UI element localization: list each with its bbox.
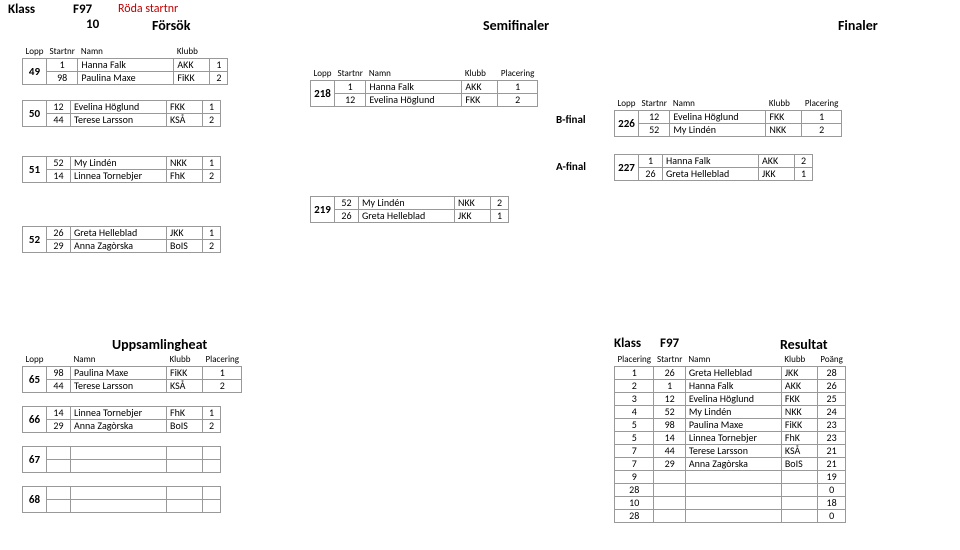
klass-code: F97	[73, 2, 92, 17]
table-row: 280	[615, 483, 846, 496]
col-startnr: Startnr	[47, 46, 78, 59]
table-row: 1018	[615, 496, 846, 509]
lopp-num: 49	[23, 59, 47, 85]
col-placering: Placering	[615, 354, 654, 366]
heat-52: 52 26 Greta Helleblad JKK 1 29 Anna Zagò…	[22, 226, 221, 253]
col-namn: Namn	[366, 68, 462, 81]
startnr-10: 10	[86, 17, 99, 32]
result-title: Resultat	[780, 336, 828, 353]
lopp-num: 227	[615, 155, 639, 181]
uppsamling-68: 68	[22, 486, 221, 513]
table-row: 21Hanna FalkAKK26	[615, 379, 846, 392]
table-row: 312Evelina HöglundFKK25	[615, 392, 846, 405]
result-table: Placering Startnr Namn Klubb Poäng 126Gr…	[614, 354, 846, 523]
lopp-num: 68	[23, 487, 47, 513]
semifinaler-title: Semifinaler	[483, 17, 549, 34]
semi-219: 219 52 My Lindén NKK 2 26 Greta Hellebla…	[310, 196, 509, 223]
result-klass-code: F97	[660, 336, 679, 351]
col-placering: Placering	[802, 98, 841, 111]
uppsamling-65: Lopp Namn Klubb Placering 65 98 Paulina …	[22, 354, 242, 393]
table-row: 280	[615, 509, 846, 522]
afinal-label: A-final	[556, 160, 586, 173]
result-klass-label: Klass	[614, 336, 641, 351]
col-namn: Namn	[670, 98, 766, 111]
table-row: 452My LindénNKK24	[615, 405, 846, 418]
bfinal-label: B-final	[556, 113, 586, 126]
roda-startnr: Röda startnr	[118, 2, 178, 16]
lopp-num: 218	[311, 81, 335, 107]
semi-218: Lopp Startnr Namn Klubb Placering 218 1 …	[310, 68, 538, 107]
col-lopp: Lopp	[23, 46, 47, 59]
lopp-num: 219	[311, 197, 335, 223]
col-startnr: Startnr	[335, 68, 366, 81]
table-row: 729Anna ZagòrskaBoIS21	[615, 457, 846, 470]
heat-50: 50 12 Evelina Höglund FKK 1 44 Terese La…	[22, 100, 221, 127]
klass-label: Klass	[8, 2, 35, 17]
col-klubb: Klubb	[462, 68, 498, 81]
lopp-num: 67	[23, 447, 47, 473]
col-namn: Namn	[71, 354, 167, 367]
col-namn: Namn	[78, 46, 174, 59]
final-226: Lopp Startnr Namn Klubb Placering 226 12…	[614, 98, 842, 137]
lopp-num: 51	[23, 157, 47, 183]
table-row: 514Linnea TornebjerFhK23	[615, 431, 846, 444]
final-227: 227 1 Hanna Falk AKK 2 26 Greta Hellebla…	[614, 154, 813, 181]
lopp-num: 66	[23, 407, 47, 433]
col-klubb: Klubb	[167, 354, 203, 367]
lopp-num: 226	[615, 111, 639, 137]
uppsamling-66: 66 14 Linnea Tornebjer FhK 1 29 Anna Zag…	[22, 406, 221, 433]
table-row: 598Paulina MaxeFiKK23	[615, 418, 846, 431]
col-placering: Placering	[498, 68, 537, 81]
uppsamling-title: Uppsamlingheat	[112, 336, 207, 353]
col-lopp: Lopp	[311, 68, 335, 81]
finaler-title: Finaler	[838, 17, 878, 34]
col-poang: Poäng	[817, 354, 846, 366]
col-placering: Placering	[203, 354, 242, 367]
col-namn: Namn	[685, 354, 781, 366]
col-lopp: Lopp	[23, 354, 47, 367]
heat-51: 51 52 My Lindén NKK 1 14 Linnea Tornebje…	[22, 156, 221, 183]
table-row: 126Greta HellebladJKK28	[615, 366, 846, 379]
uppsamling-67: 67	[22, 446, 221, 473]
heat-49: Lopp Startnr Namn Klubb 49 1 Hanna Falk …	[22, 46, 228, 85]
col-klubb: Klubb	[766, 98, 802, 111]
col-klubb: Klubb	[781, 354, 817, 366]
lopp-num: 65	[23, 367, 47, 393]
forsok-title: Försök	[152, 17, 190, 34]
table-row: 919	[615, 470, 846, 483]
col-klubb: Klubb	[174, 46, 210, 59]
col-lopp: Lopp	[615, 98, 639, 111]
col-startnr: Startnr	[654, 354, 685, 366]
lopp-num: 50	[23, 101, 47, 127]
lopp-num: 52	[23, 227, 47, 253]
table-row: 744Terese LarssonKSÅ21	[615, 444, 846, 457]
col-startnr: Startnr	[639, 98, 670, 111]
